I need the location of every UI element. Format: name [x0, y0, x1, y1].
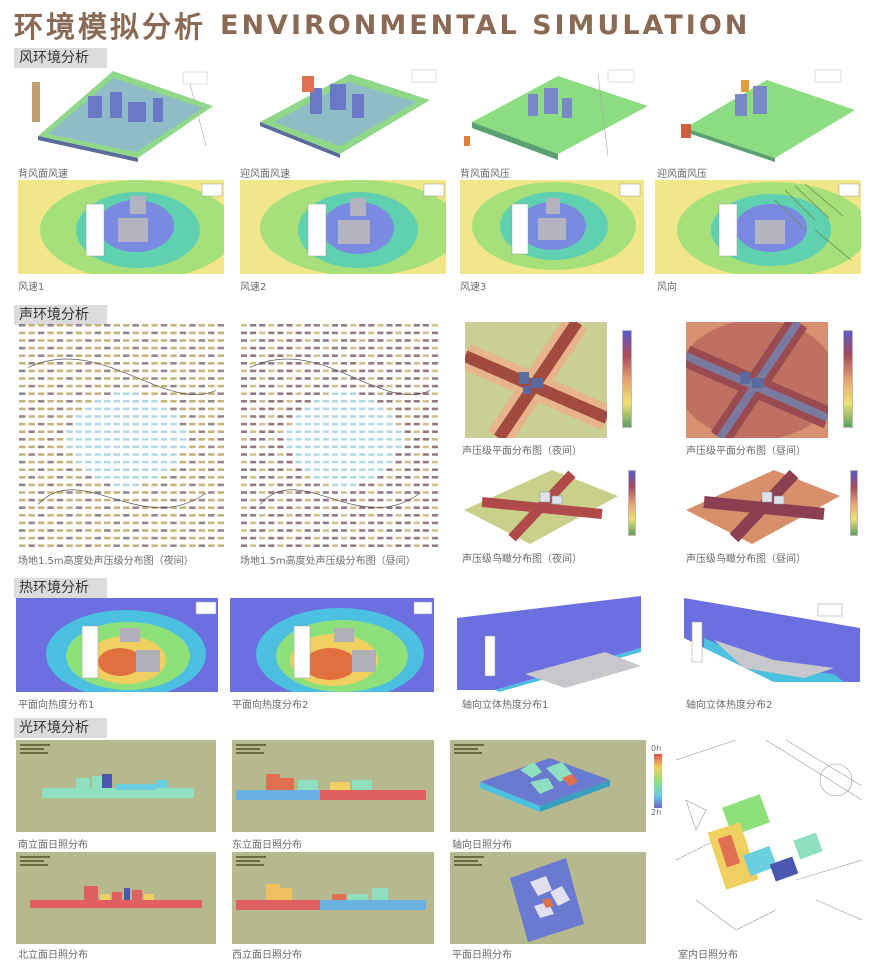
caption-wind-speed2: 风速2: [240, 282, 267, 293]
wind-leeward-speed-figure: [18, 66, 218, 162]
caption-light-plan: 平面日照分布: [452, 950, 512, 961]
section-wind: 风环境分析: [14, 48, 107, 68]
caption-heat-axial1: 轴向立体热度分布1: [462, 700, 549, 711]
sound-plan-day-legend: [843, 330, 853, 428]
caption-light-axial: 轴向日照分布: [452, 840, 512, 851]
caption-wind-direction: 风向: [657, 282, 677, 293]
caption-wind-leeward-speed: 背风面风速: [18, 169, 68, 180]
sound-plan-night-figure: [465, 322, 607, 438]
caption-sound-plan-day: 声压级平面分布图（昼间）: [686, 446, 806, 457]
wind-direction-figure: [655, 180, 861, 274]
heat-axial2-figure: [684, 598, 860, 682]
caption-wind-windward-speed: 迎风面风速: [240, 169, 290, 180]
title-cn: 环境模拟分析: [14, 10, 207, 44]
light-axial-figure: [450, 740, 646, 832]
sound-plan-night-legend: [622, 330, 632, 428]
sound-aerial-night-legend: [628, 470, 636, 536]
wind-speed1-figure: [18, 180, 224, 274]
legend-label-bottom: 2h: [651, 808, 662, 817]
page-title: 环境模拟分析 ENVIRONMENTAL SIMULATION: [14, 6, 751, 45]
caption-wind-speed1: 风速1: [18, 282, 45, 293]
caption-heat-plan1: 平面向热度分布1: [18, 700, 95, 711]
caption-light-indoor: 室内日照分布: [678, 950, 738, 961]
wind-windward-pressure-figure: [655, 66, 865, 162]
caption-light-south: 南立面日照分布: [18, 840, 88, 851]
light-east-figure: [232, 740, 434, 832]
sound-aerial-day-legend: [850, 470, 858, 536]
section-light: 光环境分析: [14, 718, 107, 738]
sound-site-night-grid: [18, 322, 226, 550]
caption-wind-windward-pressure: 迎风面风压: [657, 169, 707, 180]
legend-label-top: 0h: [651, 744, 662, 753]
caption-heat-axial2: 轴向立体热度分布2: [686, 700, 773, 711]
sound-site-day-grid: [240, 322, 440, 550]
light-north-figure: [16, 852, 216, 944]
caption-sound-aerial-night: 声压级鸟瞰分布图（夜间）: [462, 554, 582, 565]
heat-axial1-figure: [455, 596, 663, 692]
heat-plan1-figure: [16, 598, 218, 692]
light-legend-bar: [654, 754, 662, 808]
wind-windward-speed-figure: [240, 66, 440, 162]
section-heat: 热环境分析: [14, 578, 107, 598]
caption-sound-aerial-day: 声压级鸟瞰分布图（昼间）: [686, 554, 806, 565]
light-indoor-figure: [676, 740, 862, 942]
caption-sound-site-day: 场地1.5m高度处声压级分布图（昼间）: [240, 556, 416, 567]
caption-heat-plan2: 平面向热度分布2: [232, 700, 309, 711]
caption-sound-plan-night: 声压级平面分布图（夜间）: [462, 446, 582, 457]
title-en: ENVIRONMENTAL SIMULATION: [220, 9, 751, 41]
caption-sound-site-night: 场地1.5m高度处声压级分布图（夜间）: [18, 556, 194, 567]
light-west-figure: [232, 852, 434, 944]
caption-light-east: 东立面日照分布: [232, 840, 302, 851]
light-plan-figure: [450, 852, 646, 944]
wind-leeward-pressure-figure: [458, 66, 658, 162]
wind-speed3-figure: [460, 180, 644, 274]
sound-plan-day-figure: [686, 322, 828, 438]
heat-plan2-figure: [230, 598, 434, 692]
sound-aerial-day-figure: [684, 466, 842, 546]
caption-wind-leeward-pressure: 背风面风压: [460, 169, 510, 180]
section-sound: 声环境分析: [14, 305, 107, 325]
light-south-figure: [16, 740, 216, 832]
caption-wind-speed3: 风速3: [460, 282, 487, 293]
wind-speed2-figure: [240, 180, 446, 274]
caption-light-north: 北立面日照分布: [18, 950, 88, 961]
caption-light-west: 西立面日照分布: [232, 950, 302, 961]
sound-aerial-night-figure: [462, 466, 620, 546]
